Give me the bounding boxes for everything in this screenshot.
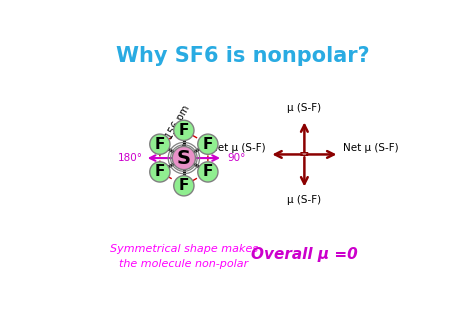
Text: 156 pm: 156 pm <box>164 104 191 141</box>
Text: Why SF6 is nonpolar?: Why SF6 is nonpolar? <box>116 46 370 66</box>
Text: 180°: 180° <box>118 153 142 163</box>
Text: μ (S-F): μ (S-F) <box>287 195 321 205</box>
Text: Net μ (S-F): Net μ (S-F) <box>343 143 399 153</box>
Text: F: F <box>179 178 189 193</box>
Text: F: F <box>203 164 213 179</box>
Circle shape <box>150 134 170 154</box>
Text: Overall μ =0: Overall μ =0 <box>251 247 358 262</box>
Circle shape <box>198 162 218 182</box>
Text: S: S <box>177 149 191 167</box>
Circle shape <box>150 162 170 182</box>
Circle shape <box>198 134 218 154</box>
Text: the molecule non-polar: the molecule non-polar <box>119 259 248 269</box>
Text: F: F <box>155 164 165 179</box>
Text: F: F <box>203 137 213 152</box>
Text: Net μ (S-F): Net μ (S-F) <box>210 143 266 153</box>
Text: =: = <box>299 148 310 161</box>
Text: 90°: 90° <box>228 153 246 163</box>
Circle shape <box>174 120 194 141</box>
Text: F: F <box>179 123 189 138</box>
Text: μ (S-F): μ (S-F) <box>287 104 321 114</box>
Circle shape <box>174 176 194 196</box>
Circle shape <box>173 146 195 170</box>
Text: F: F <box>155 137 165 152</box>
Text: Symmetrical shape makes: Symmetrical shape makes <box>110 244 258 254</box>
